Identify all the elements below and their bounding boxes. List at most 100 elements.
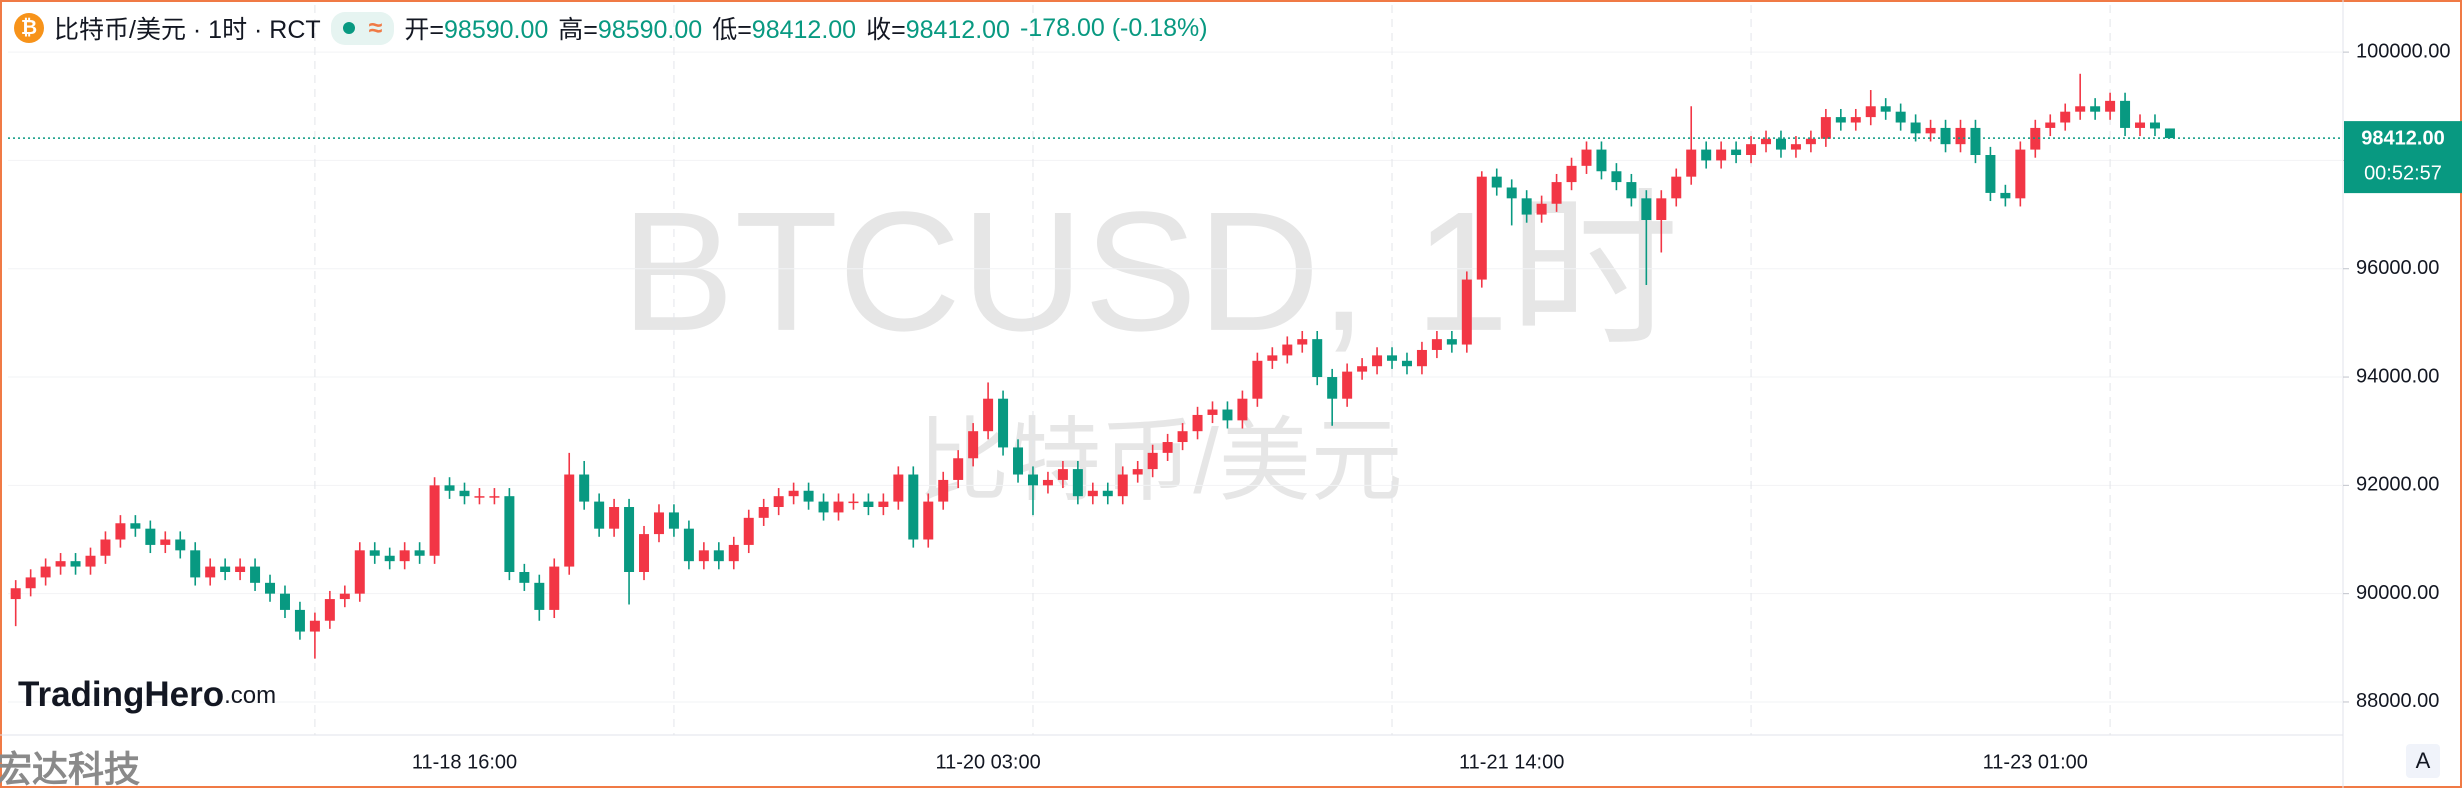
candle-body — [1237, 398, 1248, 421]
candle-body — [594, 501, 605, 529]
candle-body — [983, 398, 994, 432]
candle-body — [1117, 474, 1128, 497]
y-tick-label: 90000.00 — [2356, 582, 2439, 604]
candle-body — [2045, 122, 2056, 128]
candle-body — [1416, 349, 1427, 367]
candle-body — [1327, 377, 1338, 399]
candle-body — [354, 550, 365, 594]
candle-body — [2015, 149, 2026, 199]
candle-body — [1521, 198, 1532, 215]
candle-body — [788, 490, 799, 497]
candle-body — [1940, 127, 1951, 145]
candle-body — [713, 550, 724, 562]
scale-button[interactable] — [2406, 744, 2440, 778]
candle-body — [728, 544, 739, 562]
candle-body — [1342, 371, 1353, 399]
candle-body — [444, 485, 455, 491]
candle-body — [1536, 203, 1547, 215]
candle-body — [953, 458, 964, 480]
candle-body — [1895, 111, 1906, 123]
candle-body — [235, 566, 246, 572]
candle-body — [414, 550, 425, 556]
y-tick-label: 94000.00 — [2356, 365, 2439, 387]
logo-brand-text: TradingHero — [18, 675, 224, 714]
candle-body — [1267, 355, 1278, 361]
candle-body — [1042, 479, 1053, 486]
candle-body — [1087, 490, 1098, 497]
candle-body — [1072, 469, 1083, 497]
candle-body — [100, 539, 111, 556]
candle-body — [459, 490, 470, 497]
candle-body — [1551, 182, 1562, 204]
candle-body — [130, 523, 141, 529]
candle-body — [743, 517, 754, 545]
candle-body — [1656, 198, 1667, 220]
candle-body — [474, 496, 485, 498]
candle-body — [2135, 122, 2146, 128]
candle-body — [653, 512, 664, 535]
candle-body — [309, 620, 320, 632]
status-pill[interactable]: ≈ — [330, 11, 395, 45]
candle-body — [1716, 149, 1727, 161]
candle-body — [40, 566, 51, 578]
header-title: 比特币/美元 · 1时 · RCT — [54, 16, 321, 44]
candle-body — [1506, 187, 1517, 199]
candle-body — [2090, 106, 2101, 112]
candle-body — [1177, 431, 1188, 443]
candle-body — [190, 550, 201, 578]
candle-body — [1297, 339, 1308, 345]
candle-body — [1955, 127, 1966, 145]
candle-body — [758, 507, 769, 518]
candle-body — [1910, 122, 1921, 134]
candle-body — [863, 501, 874, 508]
candle-body — [1880, 106, 1891, 112]
candle-body — [998, 398, 1009, 448]
candle-body — [1252, 360, 1263, 399]
candle-body — [773, 496, 784, 508]
countdown: 00:52:57 — [2364, 162, 2442, 184]
candle-body — [519, 571, 530, 583]
candle-body — [1701, 149, 1712, 161]
candle-body — [1312, 339, 1323, 378]
candle-body — [1192, 414, 1203, 432]
candle-body — [324, 599, 335, 621]
candle-body — [668, 512, 679, 529]
y-tick-label: 92000.00 — [2356, 474, 2439, 496]
coin-icon: ₿ — [14, 13, 44, 43]
candle-body — [1222, 409, 1233, 421]
candle-body — [205, 566, 216, 578]
change: -178.00 (-0.18%) — [1019, 13, 1208, 42]
candle-body — [1970, 127, 1981, 156]
candle-body — [1013, 447, 1024, 475]
candle-body — [1731, 149, 1742, 156]
candle-body — [938, 479, 949, 502]
candle-body — [220, 566, 231, 572]
x-tick-label: 11-21 14:00 — [1459, 751, 1564, 773]
candle-body — [549, 566, 560, 610]
candle-body — [1282, 344, 1293, 356]
toggle[interactable]: ≈ — [368, 13, 383, 42]
last-price-label: 98412.00 — [2361, 127, 2444, 149]
high-value: 98590.00 — [597, 16, 703, 44]
header: ₿ 比特币/美元 · 1时 · RCT ≈ 开=98590.00 高=98590… — [14, 10, 1208, 46]
candle-body — [429, 485, 440, 556]
y-tick-label: 96000.00 — [2356, 257, 2439, 279]
candle-body — [70, 561, 81, 567]
y-tick-label: 100000.00 — [2356, 40, 2451, 62]
candle-body — [1401, 360, 1412, 367]
candle-body — [1746, 144, 1757, 156]
candle-body — [1581, 149, 1592, 166]
candle-body — [504, 496, 515, 572]
candle-body — [818, 501, 829, 513]
candle-body — [833, 501, 844, 513]
open-value: 98590.00 — [444, 16, 549, 44]
candle-body — [1027, 474, 1038, 486]
candle-body — [579, 474, 590, 502]
scale-mode[interactable]: A — [2416, 748, 2431, 773]
close-value: 98412.00 — [905, 16, 1010, 44]
candle-body — [908, 474, 919, 540]
candle-body — [2105, 100, 2116, 112]
candle-body — [294, 609, 305, 632]
candle-body — [1626, 182, 1637, 199]
